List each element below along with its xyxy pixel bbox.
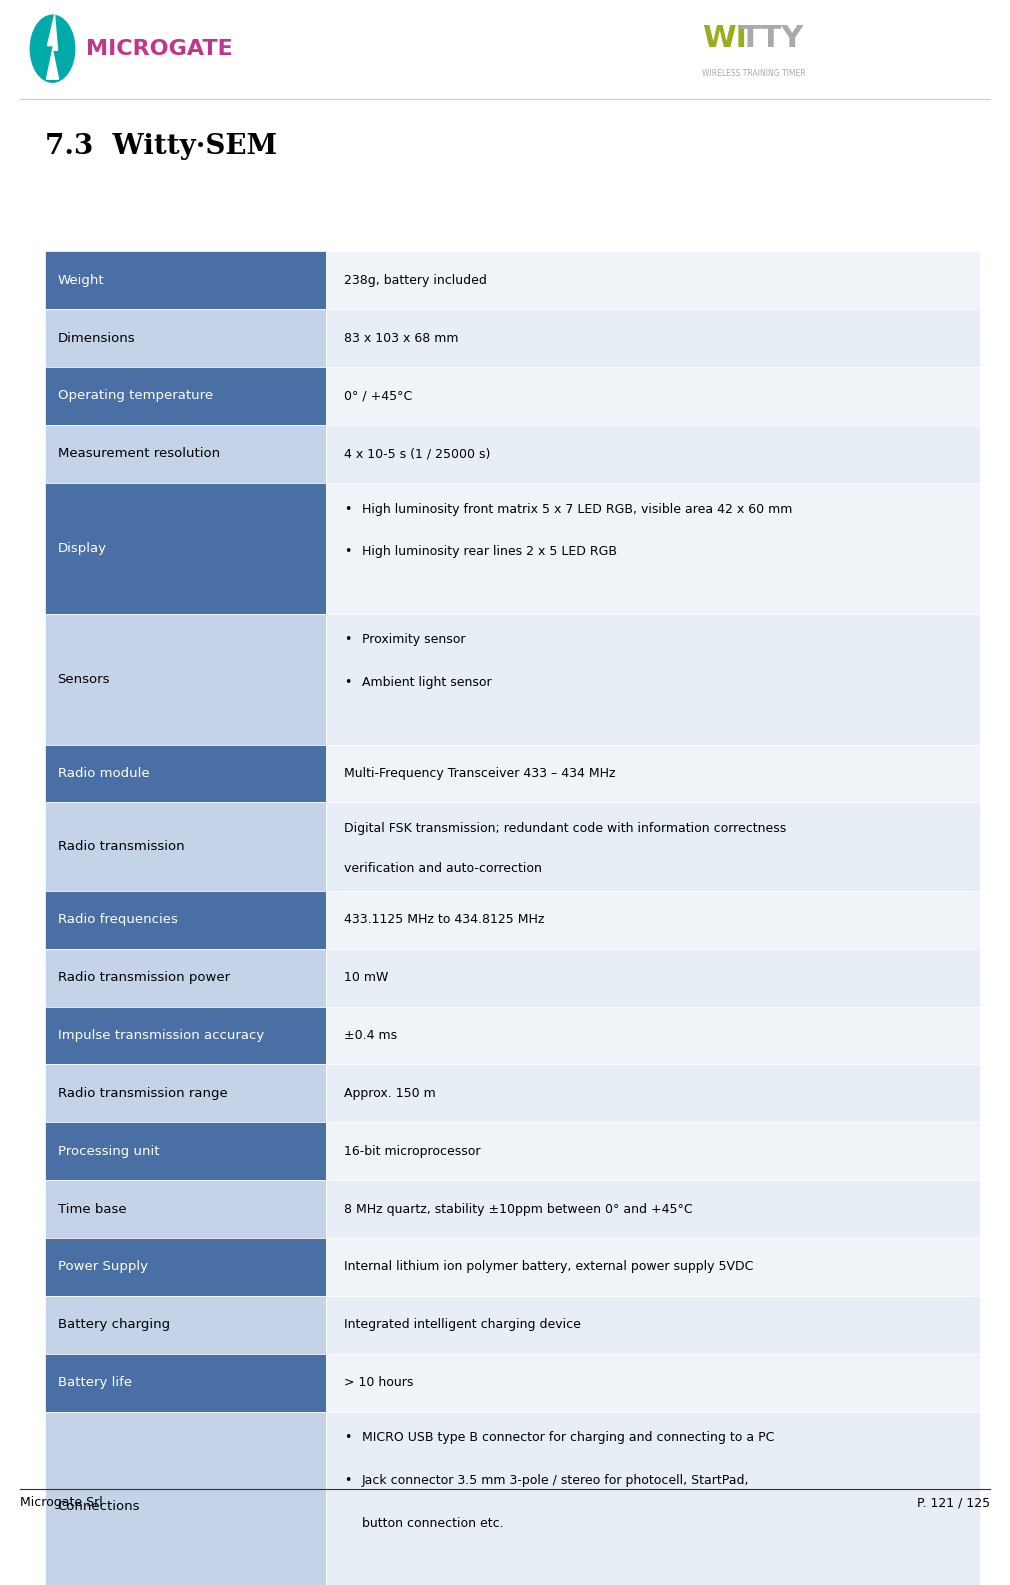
- Bar: [45, 1065, 325, 1122]
- Text: Internal lithium ion polymer battery, external power supply 5VDC: Internal lithium ion polymer battery, ex…: [343, 1260, 753, 1273]
- Text: 4 x 10-5 s (1 / 25000 s): 4 x 10-5 s (1 / 25000 s): [343, 447, 490, 460]
- Text: •: •: [343, 1431, 351, 1444]
- Text: Dimensions: Dimensions: [58, 331, 135, 344]
- Bar: [45, 1181, 325, 1238]
- Text: Approx. 150 m: Approx. 150 m: [343, 1087, 435, 1100]
- Text: •: •: [343, 634, 351, 647]
- Text: Battery charging: Battery charging: [58, 1319, 170, 1331]
- Bar: [45, 1006, 325, 1065]
- Bar: [45, 252, 325, 309]
- Text: 83 x 103 x 68 mm: 83 x 103 x 68 mm: [343, 331, 459, 344]
- Text: Radio transmission power: Radio transmission power: [58, 972, 229, 984]
- Text: > 10 hours: > 10 hours: [343, 1376, 413, 1388]
- Text: •: •: [343, 1474, 351, 1487]
- Text: Display: Display: [58, 542, 107, 555]
- Bar: [325, 309, 980, 368]
- Bar: [325, 613, 980, 745]
- Bar: [325, 802, 980, 891]
- Text: •: •: [343, 502, 351, 515]
- Text: Weight: Weight: [58, 274, 104, 287]
- Text: Power Supply: Power Supply: [58, 1260, 147, 1273]
- Text: Operating temperature: Operating temperature: [58, 390, 213, 403]
- Text: button connection etc.: button connection etc.: [362, 1517, 504, 1530]
- Text: High luminosity front matrix 5 x 7 LED RGB, visible area 42 x 60 mm: High luminosity front matrix 5 x 7 LED R…: [362, 502, 793, 515]
- Text: 238g, battery included: 238g, battery included: [343, 274, 487, 287]
- Bar: [325, 252, 980, 309]
- Text: Radio frequencies: Radio frequencies: [58, 913, 178, 926]
- Text: 7.3  Witty·SEM: 7.3 Witty·SEM: [45, 133, 278, 160]
- Bar: [45, 1122, 325, 1181]
- Text: 433.1125 MHz to 434.8125 MHz: 433.1125 MHz to 434.8125 MHz: [343, 913, 544, 926]
- Text: Microgate Srl: Microgate Srl: [20, 1496, 103, 1509]
- Bar: [325, 1297, 980, 1354]
- Bar: [45, 1297, 325, 1354]
- Text: Radio transmission range: Radio transmission range: [58, 1087, 227, 1100]
- Text: P. 121 / 125: P. 121 / 125: [917, 1496, 990, 1509]
- Text: Connections: Connections: [58, 1499, 140, 1512]
- Bar: [45, 891, 325, 949]
- Text: ±0.4 ms: ±0.4 ms: [343, 1029, 397, 1041]
- Bar: [45, 613, 325, 745]
- Bar: [325, 1065, 980, 1122]
- Bar: [325, 1181, 980, 1238]
- Bar: [325, 368, 980, 425]
- Text: Radio module: Radio module: [58, 767, 149, 780]
- Circle shape: [30, 16, 75, 82]
- Text: MICROGATE: MICROGATE: [86, 38, 232, 59]
- Text: •: •: [343, 545, 351, 558]
- Text: WI: WI: [702, 24, 747, 52]
- Text: Impulse transmission accuracy: Impulse transmission accuracy: [58, 1029, 264, 1041]
- Bar: [325, 1122, 980, 1181]
- Text: 10 mW: 10 mW: [343, 972, 388, 984]
- Text: Jack connector 3.5 mm 3-pole / stereo for photocell, StartPad,: Jack connector 3.5 mm 3-pole / stereo fo…: [362, 1474, 749, 1487]
- Text: Sensors: Sensors: [58, 672, 110, 686]
- Bar: [325, 483, 980, 613]
- Bar: [45, 745, 325, 802]
- Text: Ambient light sensor: Ambient light sensor: [362, 677, 492, 689]
- Bar: [325, 745, 980, 802]
- Text: Digital FSK transmission; redundant code with information correctness: Digital FSK transmission; redundant code…: [343, 823, 786, 835]
- Polygon shape: [46, 16, 59, 79]
- Text: Proximity sensor: Proximity sensor: [362, 634, 466, 647]
- Text: 8 MHz quartz, stability ±10ppm between 0° and +45°C: 8 MHz quartz, stability ±10ppm between 0…: [343, 1203, 693, 1216]
- Bar: [325, 1354, 980, 1412]
- Bar: [45, 949, 325, 1006]
- Bar: [325, 1412, 980, 1585]
- Text: Integrated intelligent charging device: Integrated intelligent charging device: [343, 1319, 581, 1331]
- Text: 0° / +45°C: 0° / +45°C: [343, 390, 412, 403]
- Text: MICRO USB type B connector for charging and connecting to a PC: MICRO USB type B connector for charging …: [362, 1431, 775, 1444]
- Text: Measurement resolution: Measurement resolution: [58, 447, 220, 460]
- Bar: [45, 1238, 325, 1297]
- Text: High luminosity rear lines 2 x 5 LED RGB: High luminosity rear lines 2 x 5 LED RGB: [362, 545, 617, 558]
- Bar: [325, 891, 980, 949]
- Bar: [325, 949, 980, 1006]
- Text: Radio transmission: Radio transmission: [58, 840, 184, 853]
- Text: WIRELESS TRAINING TIMER: WIRELESS TRAINING TIMER: [702, 68, 806, 78]
- Bar: [325, 1006, 980, 1065]
- Bar: [325, 1238, 980, 1297]
- Bar: [45, 368, 325, 425]
- Text: verification and auto-correction: verification and auto-correction: [343, 862, 541, 875]
- Text: Multi-Frequency Transceiver 433 – 434 MHz: Multi-Frequency Transceiver 433 – 434 MH…: [343, 767, 615, 780]
- Bar: [45, 1412, 325, 1585]
- Bar: [325, 425, 980, 483]
- Text: Processing unit: Processing unit: [58, 1144, 159, 1157]
- Text: •: •: [343, 677, 351, 689]
- Bar: [45, 802, 325, 891]
- Bar: [45, 483, 325, 613]
- Bar: [45, 1354, 325, 1412]
- Text: Time base: Time base: [58, 1203, 126, 1216]
- Bar: [45, 425, 325, 483]
- Text: Battery life: Battery life: [58, 1376, 131, 1388]
- Bar: [45, 309, 325, 368]
- Text: 16-bit microprocessor: 16-bit microprocessor: [343, 1144, 481, 1157]
- Text: TTY: TTY: [740, 24, 805, 52]
